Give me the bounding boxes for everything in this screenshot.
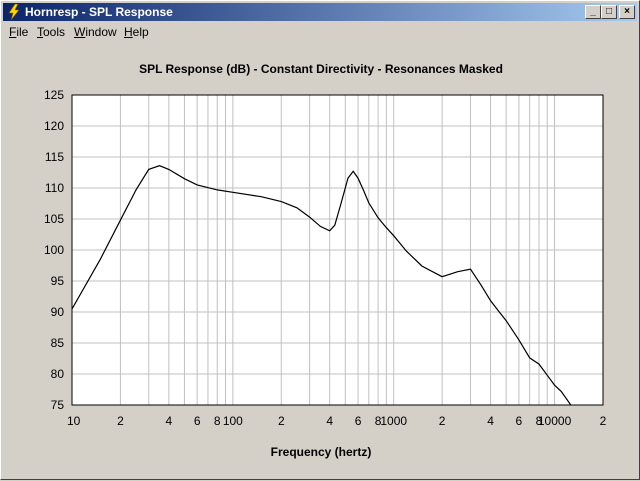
title-bar[interactable]: Hornresp - SPL Response _ □ × bbox=[3, 3, 637, 21]
x-tick-label: 8 bbox=[536, 414, 543, 428]
y-tick-label: 80 bbox=[51, 367, 65, 381]
lightning-bolt-icon bbox=[8, 4, 20, 20]
x-tick-label: 6 bbox=[355, 414, 362, 428]
x-tick-label: 8 bbox=[214, 414, 221, 428]
y-tick-label: 75 bbox=[51, 398, 65, 412]
y-tick-label: 125 bbox=[44, 88, 64, 102]
spl-curve bbox=[72, 165, 572, 405]
y-tick-label: 85 bbox=[51, 336, 65, 350]
maximize-button[interactable]: □ bbox=[601, 5, 617, 19]
menu-tools[interactable]: Tools bbox=[37, 25, 66, 39]
x-axis-label: Frequency (hertz) bbox=[270, 445, 372, 459]
close-button[interactable]: × bbox=[619, 5, 635, 19]
x-tick-label: 2 bbox=[600, 414, 607, 428]
y-tick-label: 120 bbox=[44, 119, 64, 133]
y-tick-label: 90 bbox=[51, 305, 65, 319]
x-tick-label: 4 bbox=[166, 414, 173, 428]
x-tick-label: 1000 bbox=[380, 414, 407, 428]
chart-title: SPL Response (dB) - Constant Directivity… bbox=[139, 62, 503, 76]
menu-bar: File Tools Window Help bbox=[3, 22, 637, 41]
menu-file[interactable]: File bbox=[9, 25, 29, 39]
x-tick-label: 6 bbox=[194, 414, 201, 428]
y-tick-label: 95 bbox=[51, 274, 65, 288]
y-tick-label: 110 bbox=[45, 181, 64, 195]
x-tick-label: 100 bbox=[223, 414, 243, 428]
x-tick-label: 2 bbox=[439, 414, 446, 428]
y-tick-label: 115 bbox=[45, 150, 64, 164]
window-title: Hornresp - SPL Response bbox=[25, 5, 173, 19]
x-tick-label: 2 bbox=[278, 414, 285, 428]
x-tick-label: 6 bbox=[516, 414, 523, 428]
menu-window[interactable]: Window bbox=[74, 25, 117, 39]
x-tick-label: 2 bbox=[117, 414, 124, 428]
x-tick-label: 10000 bbox=[538, 414, 572, 428]
x-tick-label: 10 bbox=[67, 414, 81, 428]
x-tick-label: 4 bbox=[487, 414, 494, 428]
y-tick-label: 100 bbox=[44, 243, 64, 257]
close-icon: × bbox=[624, 6, 630, 17]
x-tick-label: 4 bbox=[326, 414, 333, 428]
maximize-icon: □ bbox=[605, 6, 613, 17]
x-tick-label: 8 bbox=[375, 414, 382, 428]
y-tick-label: 105 bbox=[44, 212, 64, 226]
minimize-icon: _ bbox=[590, 6, 596, 17]
plot-frame bbox=[71, 94, 604, 406]
menu-help[interactable]: Help bbox=[124, 25, 149, 39]
minimize-button[interactable]: _ bbox=[585, 5, 601, 19]
